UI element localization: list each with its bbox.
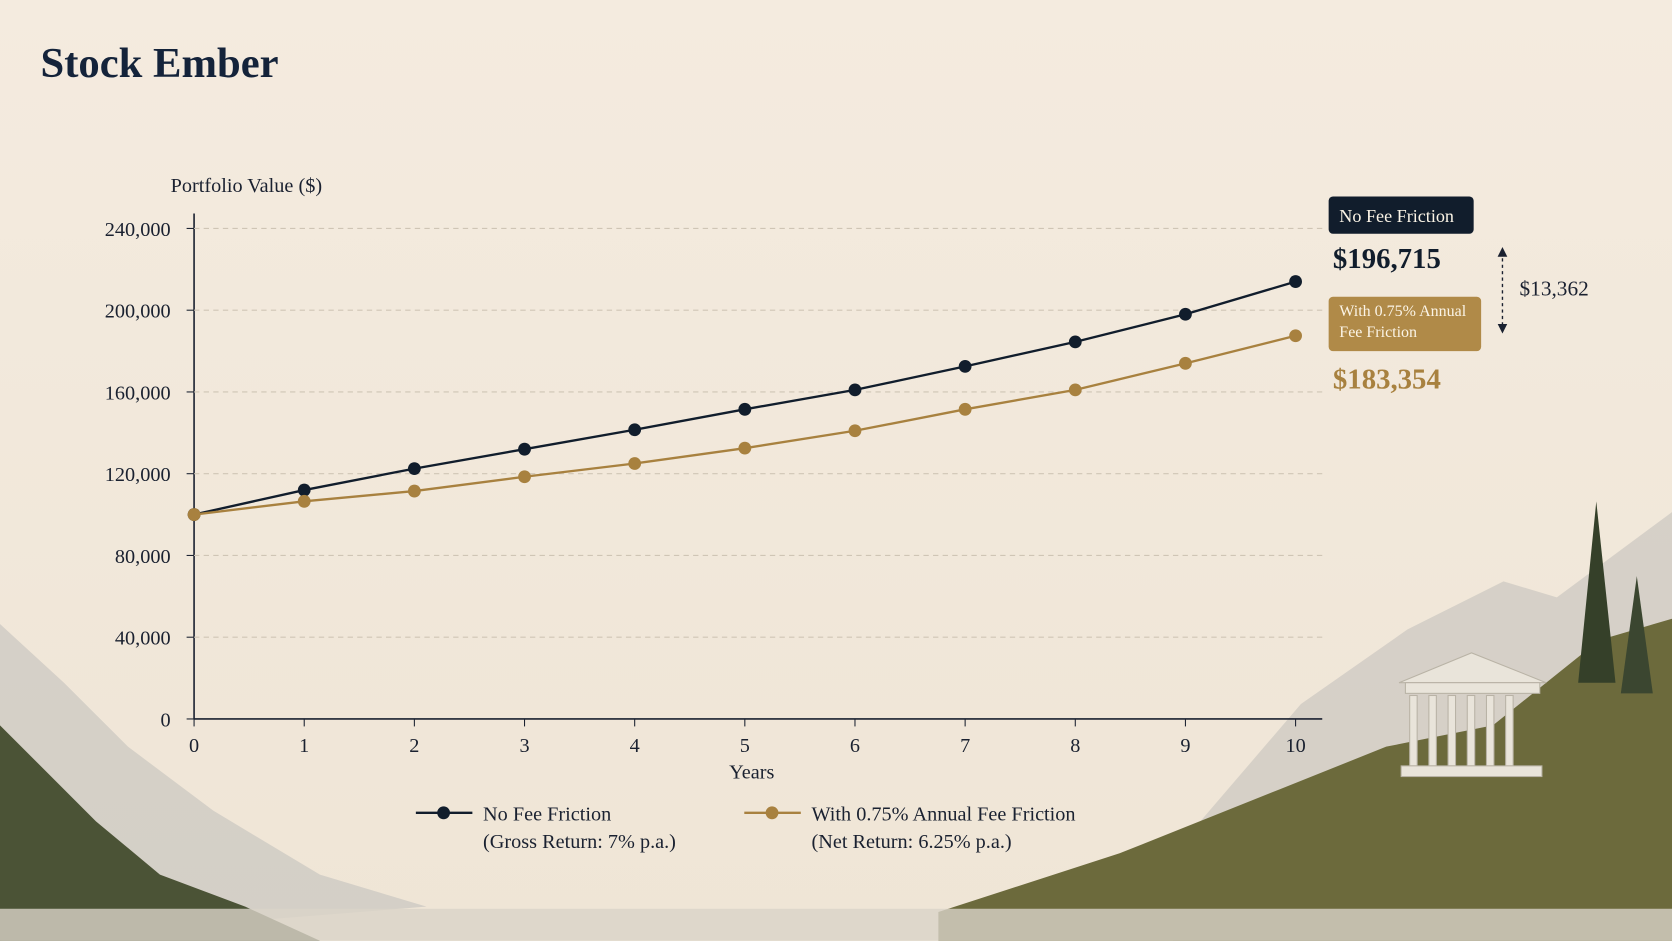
data-point: [1068, 383, 1082, 397]
difference-label: $13,362: [1520, 277, 1589, 301]
data-point: [958, 360, 972, 373]
y-tick-label: 120,000: [105, 464, 171, 486]
x-tick-label: 4: [630, 735, 640, 757]
end-badge-label: With 0.75% Annual Fee Friction: [1339, 303, 1467, 342]
data-point: [1289, 275, 1302, 288]
data-point: [1179, 356, 1192, 370]
end-badge-box: With 0.75% Annual Fee Friction: [1339, 303, 1467, 342]
brand: Stock Ember: [41, 40, 279, 87]
x-tick-label: 6: [850, 735, 860, 757]
x-tick-label: 8: [1070, 735, 1080, 757]
y-tick-label: 80,000: [115, 546, 171, 568]
end-value-label: $196,715: [1333, 243, 1441, 275]
y-tick-label: 0: [160, 709, 170, 731]
legend-label: With 0.75% Annual Fee Friction: [811, 803, 1075, 825]
data-point: [848, 424, 862, 438]
x-tick-label: 3: [519, 735, 529, 757]
x-tick-label: 2: [409, 735, 419, 757]
data-point: [848, 383, 862, 397]
data-point: [1179, 307, 1192, 321]
data-point: [518, 470, 531, 484]
data-point: [628, 457, 642, 470]
y-axis-label: Portfolio Value ($): [171, 175, 322, 197]
legend-marker: [437, 806, 450, 820]
landscape: [0, 501, 1672, 941]
data-point: [1068, 335, 1082, 349]
x-axis-label: Years: [729, 762, 774, 784]
data-point: [738, 402, 752, 416]
legend-note: (Gross Return: 7% p.a.): [483, 831, 676, 853]
end-badge: [1328, 196, 1474, 234]
legend-marker: [765, 806, 779, 820]
data-point: [407, 484, 421, 498]
data-point: [297, 483, 311, 497]
end-badge-label: No Fee Friction: [1339, 206, 1454, 226]
x-tick-label: 5: [740, 735, 750, 757]
data-point: [628, 423, 642, 437]
data-point: [407, 462, 421, 475]
legend-note: (Net Return: 6.25% p.a.): [811, 831, 1011, 853]
y-tick-label: 160,000: [105, 382, 171, 404]
x-tick-label: 0: [189, 735, 199, 757]
x-tick-label: 7: [960, 735, 970, 757]
x-tick-label: 1: [299, 735, 309, 757]
data-point: [297, 494, 311, 508]
y-tick-label: 200,000: [105, 301, 171, 323]
data-point: [518, 442, 531, 456]
data-point: [738, 441, 752, 455]
end-value-label: $183,354: [1333, 363, 1441, 395]
x-tick-label: 10: [1285, 735, 1305, 757]
y-tick-label: 240,000: [105, 219, 171, 241]
y-tick-label: 40,000: [115, 628, 171, 650]
data-point: [1289, 329, 1302, 343]
legend-label: No Fee Friction: [483, 803, 611, 825]
data-point: [958, 402, 972, 416]
x-tick-label: 9: [1180, 735, 1190, 757]
end-badge: [1328, 296, 1482, 352]
data-point: [187, 508, 201, 521]
